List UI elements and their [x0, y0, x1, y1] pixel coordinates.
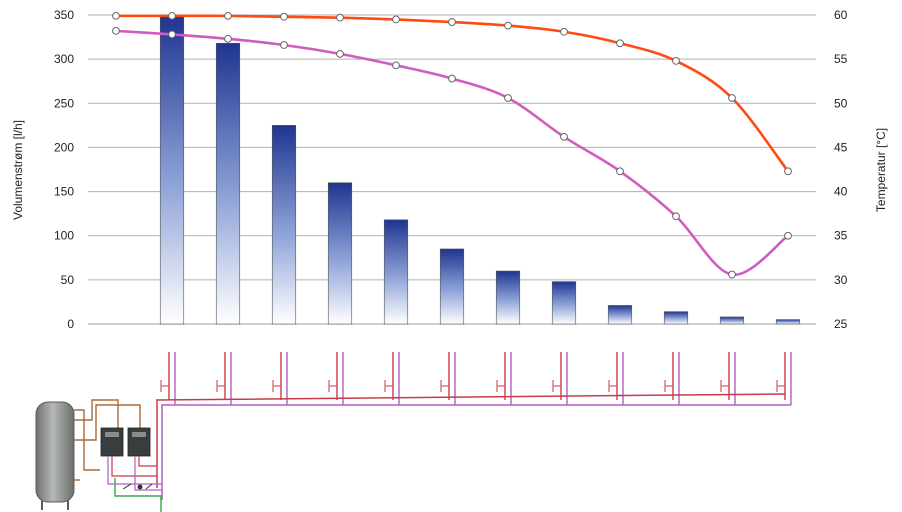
data-point — [392, 15, 400, 24]
data-point — [784, 167, 792, 176]
left-tick-label: 300 — [54, 52, 74, 66]
right-tick-label: 50 — [834, 96, 848, 110]
unit-supply-link — [138, 456, 157, 467]
data-point — [560, 132, 568, 141]
bar — [607, 305, 633, 325]
right-axis-ticks: 25 30 35 40 45 50 55 60 — [834, 8, 848, 331]
right-tick-label: 60 — [834, 8, 848, 22]
pump — [137, 484, 143, 490]
valve — [122, 483, 132, 490]
data-point — [336, 13, 344, 22]
data-point — [224, 34, 232, 43]
bar — [383, 219, 409, 325]
feed-pipe — [74, 404, 141, 441]
bar — [719, 316, 745, 325]
left-tick-label: 200 — [54, 140, 74, 154]
data-point — [616, 39, 624, 48]
bar — [551, 281, 577, 325]
return-main — [161, 404, 791, 500]
left-tick-label: 50 — [61, 273, 75, 287]
left-tick-label: 150 — [54, 185, 74, 199]
unit-display — [132, 432, 146, 437]
feed-pipe — [74, 399, 119, 428]
data-point — [112, 11, 120, 20]
data-point — [672, 212, 680, 221]
unit-return-link — [134, 456, 162, 491]
bar-series — [159, 14, 801, 325]
line-series — [112, 11, 792, 279]
data-point — [280, 41, 288, 49]
bar — [159, 14, 185, 325]
data-point — [168, 11, 176, 20]
bar — [327, 182, 353, 325]
right-tick-label: 45 — [834, 140, 848, 154]
right-tick-label: 35 — [834, 229, 848, 243]
cold-water-line — [114, 478, 162, 512]
right-tick-label: 55 — [834, 52, 848, 66]
supply-main — [156, 393, 786, 488]
data-point — [504, 21, 512, 30]
data-point — [112, 26, 120, 35]
right-axis-title: Temperatur [°C] — [874, 128, 888, 212]
unit-display — [105, 432, 119, 437]
data-point — [728, 270, 736, 279]
data-point — [392, 61, 400, 70]
data-point — [616, 167, 624, 176]
right-tick-label: 40 — [834, 185, 848, 199]
bar — [663, 311, 689, 325]
data-point — [224, 11, 232, 20]
right-tick-label: 25 — [834, 317, 848, 331]
data-point — [168, 30, 176, 39]
left-axis-ticks: 0 50 100 150 200 250 300 350 — [54, 8, 74, 331]
bar — [215, 42, 241, 325]
data-point — [504, 94, 512, 102]
left-tick-label: 100 — [54, 229, 74, 243]
data-point — [280, 12, 288, 21]
storage-tank — [35, 401, 75, 503]
unit-supply-link — [111, 456, 157, 477]
data-point — [560, 27, 568, 36]
data-point — [448, 74, 456, 83]
data-point — [448, 18, 456, 26]
right-tick-label: 30 — [834, 273, 848, 287]
left-tick-label: 0 — [67, 317, 74, 331]
left-axis-title: Volumenstrøm [l/h] — [11, 120, 25, 220]
unit-return-link — [107, 456, 162, 485]
gridlines — [88, 14, 816, 325]
left-tick-label: 350 — [54, 8, 74, 22]
left-tick-label: 250 — [54, 96, 74, 110]
bar — [495, 270, 521, 325]
data-point — [784, 231, 792, 240]
piping-schematic — [35, 352, 792, 512]
bar — [775, 319, 801, 325]
bar — [439, 248, 465, 325]
valve — [145, 483, 153, 490]
data-point — [672, 57, 680, 65]
data-point — [728, 94, 736, 102]
bar — [271, 125, 297, 325]
data-point — [336, 49, 344, 58]
